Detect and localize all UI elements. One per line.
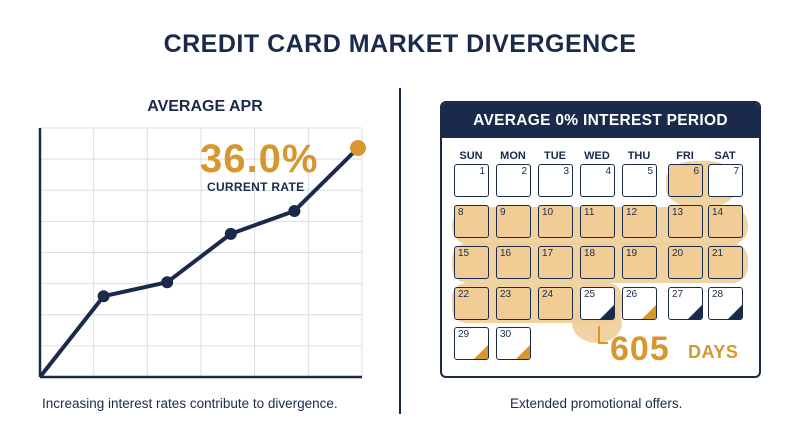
days-value: 605 xyxy=(610,330,670,368)
day-number: 25 xyxy=(584,289,596,300)
day-number: 22 xyxy=(458,289,470,300)
day-number: 2 xyxy=(521,166,527,177)
day-number: 30 xyxy=(500,329,512,340)
day-number: 20 xyxy=(672,248,684,259)
calendar-day-6: 6 xyxy=(668,164,703,197)
left-caption: Increasing interest rates contribute to … xyxy=(42,396,338,411)
right-caption: Extended promotional offers. xyxy=(510,396,683,411)
calendar-day-16: 16 xyxy=(496,246,531,279)
weekday-label: FRI xyxy=(676,150,694,162)
calendar-day-23: 23 xyxy=(496,287,531,320)
day-corner-mark xyxy=(728,305,742,319)
apr-series-line xyxy=(38,146,360,379)
calendar-day-27: 27 xyxy=(668,287,703,320)
weekday-label: WED xyxy=(584,150,610,162)
day-number: 16 xyxy=(500,248,512,259)
day-number: 12 xyxy=(626,207,638,218)
callout-bracket xyxy=(598,326,608,344)
data-point xyxy=(288,204,301,217)
calendar-day-13: 13 xyxy=(668,205,703,238)
day-number: 17 xyxy=(542,248,554,259)
weekday-label: THU xyxy=(627,150,651,162)
day-number: 13 xyxy=(672,207,684,218)
calendar-day-21: 21 xyxy=(708,246,743,279)
day-number: 23 xyxy=(500,289,512,300)
calendar-day-8: 8 xyxy=(454,205,489,238)
data-point xyxy=(97,290,110,303)
chart-axes xyxy=(38,128,362,379)
data-point xyxy=(224,227,237,240)
day-number: 15 xyxy=(458,248,470,259)
calendar-day-1: 1 xyxy=(454,164,489,197)
calendar-day-18: 18 xyxy=(580,246,615,279)
day-number: 5 xyxy=(647,166,653,177)
calendar-day-30: 30 xyxy=(496,327,531,360)
chart-title: AVERAGE APR xyxy=(147,98,263,115)
calendar-day-28: 28 xyxy=(708,287,743,320)
day-number: 6 xyxy=(693,166,699,177)
calendar-day-20: 20 xyxy=(668,246,703,279)
calendar-day-19: 19 xyxy=(622,246,657,279)
calendar-day-26: 26 xyxy=(622,287,657,320)
page-title: CREDIT CARD MARKET DIVERGENCE xyxy=(163,30,637,58)
day-number: 27 xyxy=(672,289,684,300)
day-number: 4 xyxy=(605,166,611,177)
calendar-day-12: 12 xyxy=(622,205,657,238)
day-number: 24 xyxy=(542,289,554,300)
calendar-day-9: 9 xyxy=(496,205,531,238)
calendar-day-15: 15 xyxy=(454,246,489,279)
weekday-label: SAT xyxy=(714,150,736,162)
panel-divider xyxy=(399,88,401,414)
data-point xyxy=(161,276,174,289)
day-corner-mark xyxy=(688,305,702,319)
day-corner-mark xyxy=(600,305,614,319)
day-number: 7 xyxy=(733,166,739,177)
calendar-day-3: 3 xyxy=(538,164,573,197)
day-number: 19 xyxy=(626,248,638,259)
day-number: 18 xyxy=(584,248,596,259)
calendar-day-17: 17 xyxy=(538,246,573,279)
day-number: 29 xyxy=(458,329,470,340)
day-corner-mark xyxy=(474,345,488,359)
calendar-day-5: 5 xyxy=(622,164,657,197)
calendar-day-22: 22 xyxy=(454,287,489,320)
weekday-label: MON xyxy=(500,150,526,162)
day-number: 28 xyxy=(712,289,724,300)
day-number: 21 xyxy=(712,248,724,259)
calendar-day-2: 2 xyxy=(496,164,531,197)
calendar-day-25: 25 xyxy=(580,287,615,320)
day-number: 11 xyxy=(584,207,595,218)
weekday-label: TUE xyxy=(544,150,566,162)
calendar-day-14: 14 xyxy=(708,205,743,238)
day-corner-mark xyxy=(516,345,530,359)
current-rate-label: CURRENT RATE xyxy=(207,180,305,194)
day-number: 9 xyxy=(500,207,506,218)
day-number: 3 xyxy=(563,166,569,177)
calendar-day-11: 11 xyxy=(580,205,615,238)
calendar-day-24: 24 xyxy=(538,287,573,320)
current-rate-point xyxy=(350,140,366,156)
day-number: 10 xyxy=(542,207,554,218)
days-unit: DAYS xyxy=(688,342,739,362)
calendar-day-29: 29 xyxy=(454,327,489,360)
weekday-label: SUN xyxy=(459,150,483,162)
day-number: 8 xyxy=(458,207,464,218)
calendar: AVERAGE 0% INTEREST PERIOD SUN MON TUE WED T… xyxy=(440,101,761,378)
calendar-title: AVERAGE 0% INTEREST PERIOD xyxy=(442,103,759,138)
current-rate-value: 36.0% xyxy=(200,137,319,181)
day-number: 1 xyxy=(479,166,485,177)
calendar-day-10: 10 xyxy=(538,205,573,238)
day-corner-mark xyxy=(642,305,656,319)
day-number: 14 xyxy=(712,207,724,218)
day-number: 26 xyxy=(626,289,638,300)
chart-series xyxy=(38,140,366,379)
calendar-day-4: 4 xyxy=(580,164,615,197)
calendar-day-7: 7 xyxy=(708,164,743,197)
